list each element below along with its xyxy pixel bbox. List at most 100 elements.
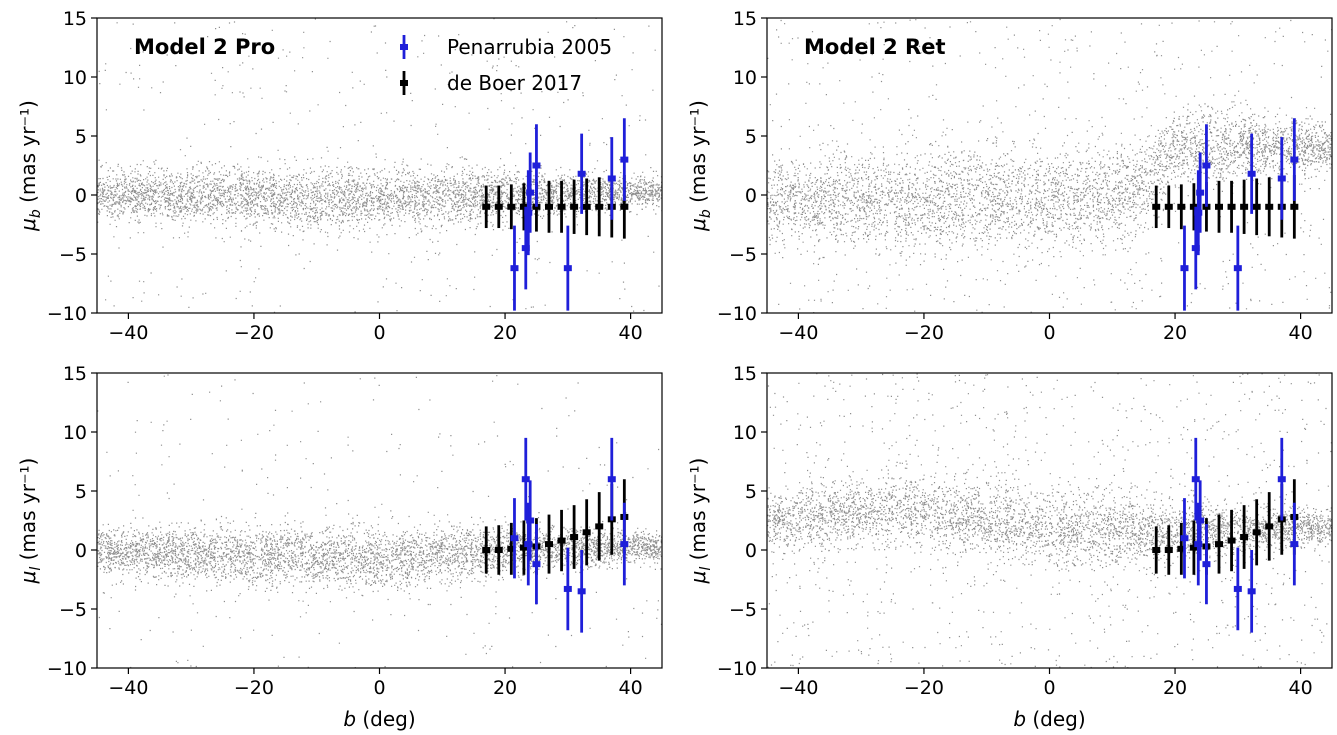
y-tick-label: 15 <box>733 8 757 30</box>
data-point <box>521 476 530 483</box>
y-axis-label: μl (mas yr⁻¹) <box>686 458 714 585</box>
data-point <box>582 529 591 536</box>
y-tick-label: 10 <box>733 422 757 444</box>
x-tick-label: −20 <box>904 322 944 344</box>
y-tick-label: 10 <box>63 422 87 444</box>
data-point <box>1247 588 1256 595</box>
data-point <box>577 588 586 595</box>
data-point <box>620 156 629 163</box>
x-axis-label: b (deg) <box>343 707 415 731</box>
x-tick-label: 20 <box>493 677 517 699</box>
y-tick-label: 10 <box>733 67 757 89</box>
legend-marker-point <box>400 44 408 50</box>
x-tick-label: 40 <box>619 322 643 344</box>
series-de-boer-2017 <box>1152 479 1299 575</box>
series-penarrubia-2005 <box>510 118 629 311</box>
x-tick-label: 0 <box>373 677 385 699</box>
data-point <box>532 162 541 169</box>
data-point <box>1164 203 1173 210</box>
data-point <box>1191 476 1200 483</box>
x-tick-label: −40 <box>108 322 148 344</box>
data-point <box>494 203 503 210</box>
data-point <box>1215 203 1223 210</box>
axes-frame <box>766 372 1333 669</box>
data-point <box>1252 203 1261 210</box>
data-point <box>1177 203 1186 210</box>
x-tick-label: 20 <box>493 322 517 344</box>
x-tick-label: −40 <box>108 677 148 699</box>
panel-bottom-left: −40 −20 0 20 40 −10 −5 0 5 10 15 μl (mas yr⁻¹) b (de… <box>16 363 663 731</box>
data-point <box>510 265 519 272</box>
x-tick-label: 40 <box>619 677 643 699</box>
data-point <box>1265 203 1274 210</box>
axes-frame <box>766 17 1333 314</box>
y-tick-label: 5 <box>75 126 87 148</box>
data-point <box>1247 170 1256 177</box>
legend-label: de Boer 2017 <box>447 71 582 95</box>
y-axis-label: μb (mas yr⁻¹) <box>686 100 714 232</box>
data-point <box>1189 203 1198 210</box>
series-de-boer-2017 <box>1152 174 1299 239</box>
data-point <box>1202 162 1211 169</box>
data-point <box>1227 203 1236 210</box>
legend-label: Penarrubia 2005 <box>447 35 612 59</box>
data-point <box>570 203 579 210</box>
data-point <box>1177 545 1186 552</box>
data-point <box>1194 541 1203 548</box>
data-point <box>1152 203 1161 210</box>
data-point <box>1240 534 1249 541</box>
x-tick-label: −20 <box>234 322 274 344</box>
y-tick-label: 0 <box>75 185 87 207</box>
data-point <box>595 523 604 530</box>
data-point <box>524 209 533 216</box>
data-point <box>1202 561 1211 568</box>
x-axis-label: b (deg) <box>1013 707 1085 731</box>
y-tick-label: 15 <box>63 8 87 30</box>
data-point <box>507 545 516 552</box>
x-tick-label: 40 <box>1289 677 1313 699</box>
y-tick-label: 5 <box>745 481 757 503</box>
axes-frame <box>96 372 663 669</box>
data-point <box>1194 209 1203 216</box>
x-tick-label: 40 <box>1289 322 1313 344</box>
y-axis-label: μl (mas yr⁻¹) <box>16 458 44 585</box>
y-tick-label: 10 <box>63 67 87 89</box>
y-tick-label: −10 <box>47 658 87 680</box>
y-tick-label: −5 <box>59 244 87 266</box>
data-point <box>1240 203 1249 210</box>
series-penarrubia-2005 <box>1180 118 1299 311</box>
legend: Penarrubia 2005 de Boer 2017 <box>400 35 612 95</box>
panel-top-left: −40 −20 0 20 40 −10 −5 0 5 10 15 μb (mas yr⁻¹) Model… <box>16 8 663 344</box>
legend-marker-point <box>400 80 408 86</box>
x-tick-label: 0 <box>1043 677 1055 699</box>
data-point <box>545 203 553 210</box>
x-tick-label: −40 <box>778 677 818 699</box>
data-point <box>482 547 491 553</box>
particle-cloud <box>97 374 662 668</box>
y-tick-label: 15 <box>733 363 757 385</box>
data-point <box>1290 203 1299 210</box>
particle-cloud <box>767 373 1332 668</box>
data-point <box>1290 156 1299 163</box>
data-point <box>1277 175 1286 182</box>
data-point <box>545 541 553 548</box>
x-tick-label: −20 <box>234 677 274 699</box>
y-tick-label: 5 <box>75 481 87 503</box>
data-point <box>507 203 516 210</box>
data-point <box>1277 476 1286 483</box>
data-point <box>1196 517 1205 524</box>
data-point <box>524 541 533 548</box>
y-tick-label: −5 <box>729 599 757 621</box>
series-penarrubia-2005 <box>1180 437 1299 633</box>
data-point <box>1180 535 1189 542</box>
data-point <box>570 534 579 541</box>
data-point <box>557 537 566 544</box>
data-point <box>510 535 519 542</box>
data-point <box>1215 541 1223 548</box>
data-point <box>1189 544 1198 551</box>
data-point <box>563 265 572 272</box>
y-tick-label: −10 <box>47 303 87 325</box>
x-tick-label: 20 <box>1163 322 1187 344</box>
y-tick-label: 0 <box>745 540 757 562</box>
